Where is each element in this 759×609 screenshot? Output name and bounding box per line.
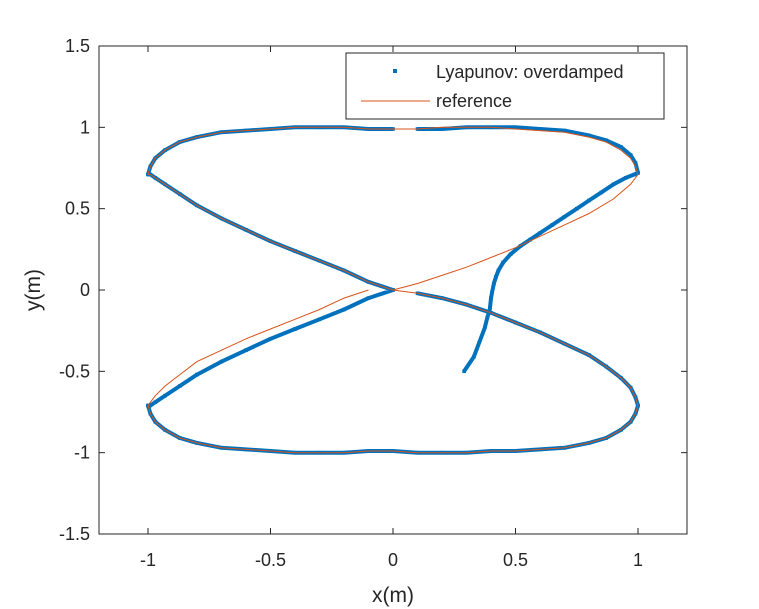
- x-axis-ticks: -1 -0.5 0 0.5 1: [140, 46, 643, 570]
- legend-box: [345, 52, 665, 120]
- y-axis-label: y(m): [22, 269, 45, 311]
- legend-label-series2: reference: [436, 91, 512, 111]
- legend[interactable]: Lyapunov: overdamped reference: [345, 52, 665, 120]
- overdamped-point: [178, 384, 182, 388]
- overdamped-point: [599, 190, 604, 195]
- series-reference-line: [147, 126, 639, 454]
- overdamped-point: [485, 315, 490, 320]
- overdamped-point: [472, 354, 476, 359]
- x-axis-label: x(m): [372, 584, 414, 607]
- overdamped-point: [501, 260, 505, 265]
- overdamped-point: [538, 231, 542, 235]
- overdamped-point: [611, 182, 616, 187]
- overdamped-point: [483, 325, 487, 330]
- overdamped-point: [148, 403, 153, 408]
- y-tick-label: -1.5: [59, 524, 90, 544]
- overdamped-point: [462, 369, 466, 374]
- overdamped-point: [604, 138, 608, 143]
- overdamped-point: [489, 296, 493, 300]
- overdamped-point: [562, 128, 567, 133]
- y-tick-label: 0.5: [65, 199, 90, 219]
- x-tick-label: -0.5: [255, 550, 286, 570]
- overdamped-point: [366, 296, 371, 300]
- overdamped-point: [268, 337, 273, 341]
- overdamped-point: [494, 275, 498, 279]
- overdamped-point: [219, 359, 224, 364]
- y-tick-label: 0: [80, 280, 90, 300]
- overdamped-point: [440, 127, 444, 131]
- overdamped-point: [518, 244, 523, 248]
- overdamped-point: [195, 372, 199, 377]
- overdamped-point: [293, 327, 297, 331]
- overdamped-point: [488, 307, 492, 312]
- overdamped-point: [513, 125, 518, 130]
- y-tick-label: 1.5: [65, 36, 90, 56]
- overdamped-point: [490, 289, 494, 294]
- y-tick-label: -1: [74, 443, 90, 463]
- y-axis-ticks: -1.5 -1 -0.5 0 0.5 1 1.5: [59, 36, 687, 544]
- x-tick-label: 0.5: [503, 550, 528, 570]
- overdamped-point: [496, 268, 501, 273]
- legend-marker-series1: [393, 69, 397, 73]
- overdamped-point: [624, 176, 628, 180]
- overdamped-point: [528, 237, 532, 242]
- legend-label-series1: Lyapunov: overdamped: [436, 62, 623, 82]
- overdamped-point: [587, 133, 591, 138]
- overdamped-point: [153, 400, 158, 404]
- overdamped-point: [587, 198, 591, 203]
- overdamped-point: [619, 145, 623, 149]
- y-tick-label: 1: [80, 117, 90, 137]
- series-layer: [146, 125, 640, 455]
- overdamped-point: [562, 215, 567, 219]
- x-tick-label: -1: [140, 550, 156, 570]
- overdamped-point: [550, 223, 555, 227]
- overdamped-point: [342, 307, 346, 312]
- y-tick-label: -0.5: [59, 361, 90, 381]
- overdamped-point: [633, 161, 638, 165]
- x-tick-label: 1: [633, 550, 643, 570]
- overdamped-point: [538, 127, 542, 131]
- x-tick-label: 0: [388, 550, 398, 570]
- overdamped-point: [575, 206, 579, 211]
- overdamped-point: [508, 252, 513, 256]
- overdamped-point: [628, 153, 633, 157]
- overdamped-point: [492, 281, 496, 286]
- overdamped-point: [163, 393, 167, 398]
- overdamped-point: [244, 348, 248, 352]
- overdamped-point: [317, 317, 322, 322]
- overdamped-point: [632, 172, 637, 177]
